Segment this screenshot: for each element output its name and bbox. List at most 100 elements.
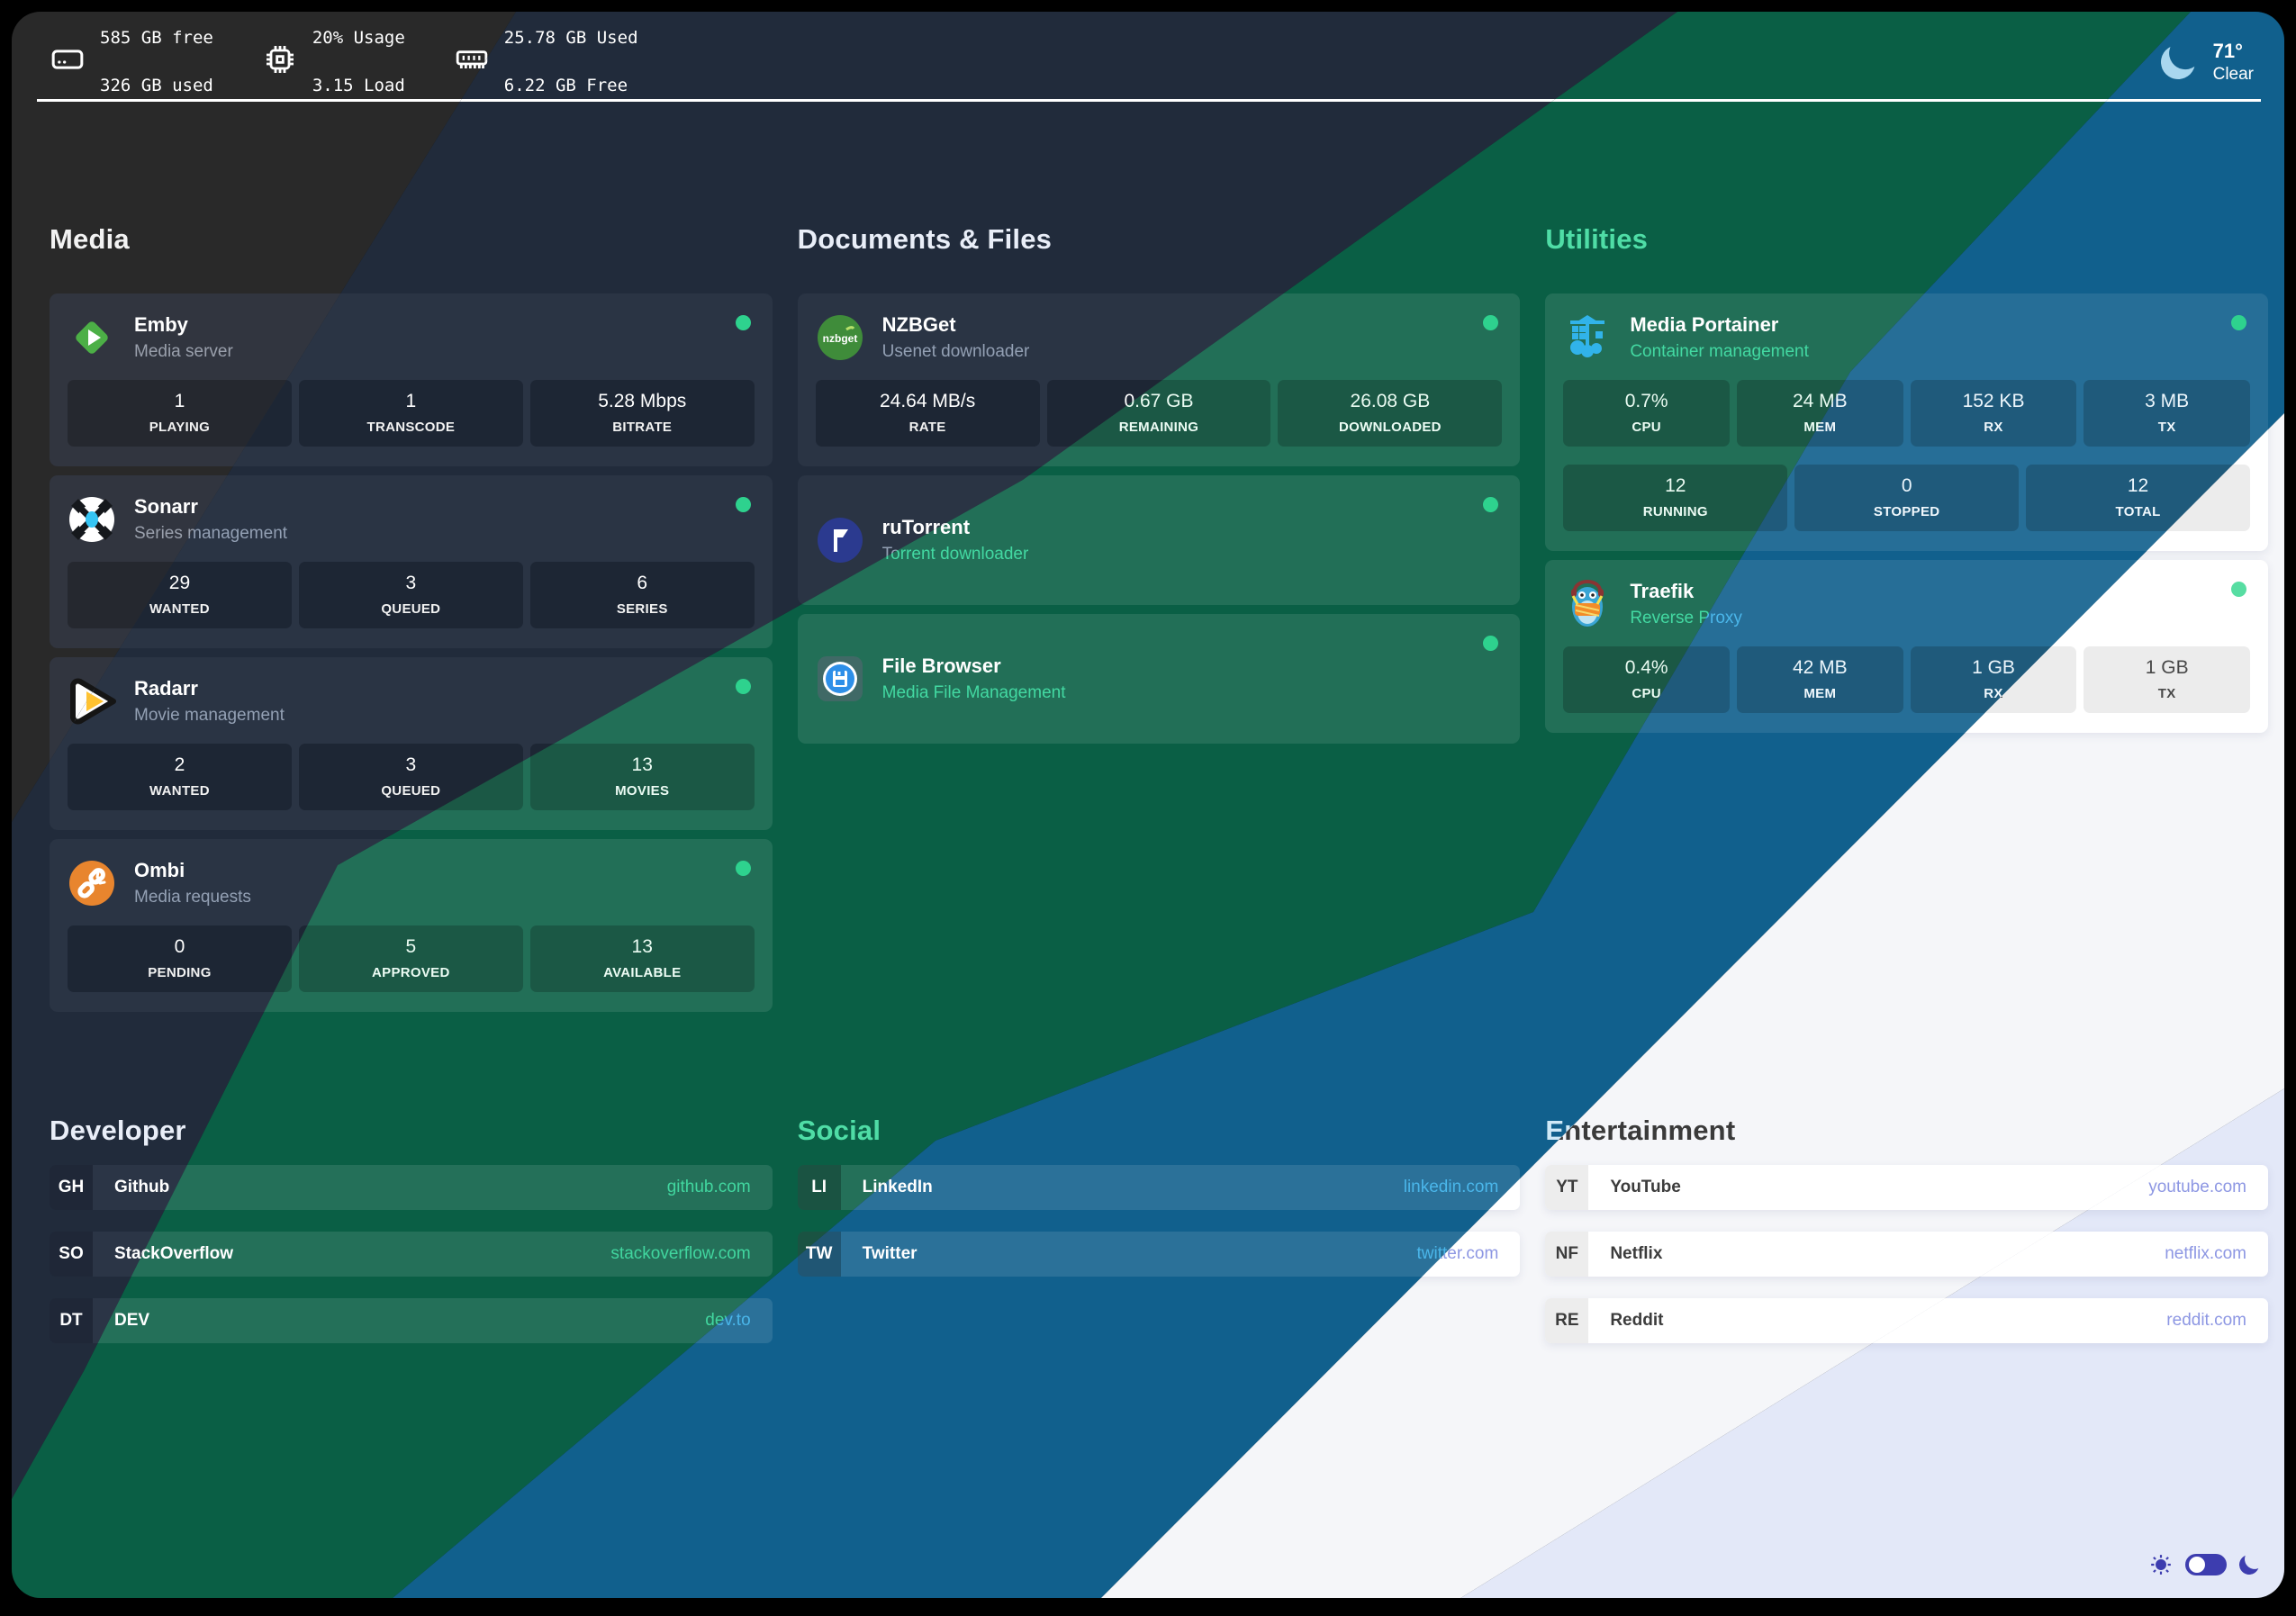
link-url: github.com bbox=[666, 1178, 751, 1196]
link-tag: NF bbox=[1545, 1232, 1589, 1277]
stat-label: WANTED bbox=[149, 783, 210, 799]
stat-box: 24.64 MB/s RATE bbox=[815, 380, 1040, 447]
stat-box: 3 MB TX bbox=[2084, 380, 2251, 447]
stat-label: MOVIES bbox=[615, 783, 670, 799]
section-heading: Entertainment bbox=[1545, 1115, 1736, 1146]
stat-label: PLAYING bbox=[149, 420, 211, 435]
stat-row: 29 WANTED 3 QUEUED 6 SERIES bbox=[68, 562, 755, 628]
service-subtitle: Movie management bbox=[134, 706, 285, 725]
section-heading: Documents & Files bbox=[797, 223, 1053, 255]
status-dot bbox=[735, 679, 751, 694]
link-row-twitter[interactable]: TW Twitter twitter.com bbox=[797, 1232, 1521, 1277]
disk-icon bbox=[50, 41, 86, 82]
emby-icon bbox=[68, 313, 116, 362]
section-heading: Social bbox=[797, 1115, 881, 1146]
stat-value: 29 bbox=[168, 573, 191, 593]
stat-box: 2 WANTED bbox=[68, 744, 292, 810]
stat-value: 6 bbox=[637, 573, 648, 593]
stat-value: 24.64 MB/s bbox=[879, 391, 976, 411]
moon-icon[interactable] bbox=[2237, 1553, 2260, 1575]
status-dot bbox=[2231, 315, 2246, 330]
link-url: netflix.com bbox=[2165, 1244, 2246, 1263]
section-heading: Utilities bbox=[1545, 223, 1649, 255]
link-row-dev[interactable]: DT DEV dev.to bbox=[50, 1298, 773, 1343]
stat-label: PENDING bbox=[148, 965, 212, 980]
stat-value: 13 bbox=[631, 936, 653, 957]
service-title: Ombi bbox=[134, 859, 185, 881]
stat-value: 0.4% bbox=[1624, 657, 1668, 678]
link-name: DEV bbox=[114, 1311, 150, 1330]
service-subtitle: Torrent downloader bbox=[881, 545, 1029, 564]
link-tag: RE bbox=[1545, 1298, 1589, 1343]
stat-box: 1 TRANSCODE bbox=[298, 380, 523, 447]
stat-value: 2 bbox=[174, 754, 185, 775]
stat-box: 5 APPROVED bbox=[298, 925, 523, 992]
service-title: Emby bbox=[134, 313, 188, 336]
link-url: stackoverflow.com bbox=[610, 1244, 751, 1263]
service-title: Radarr bbox=[134, 677, 198, 700]
link-tag: YT bbox=[1545, 1165, 1589, 1210]
dashboard-page: 585 GB free 326 GB used 20% Usage 3.15 L… bbox=[12, 12, 2284, 1598]
stat-value: 3 bbox=[405, 754, 417, 775]
stat-box: 0.7% CPU bbox=[1563, 380, 1730, 447]
service-title: Sonarr bbox=[134, 495, 198, 518]
sun-icon[interactable] bbox=[2149, 1553, 2173, 1576]
status-dot bbox=[735, 497, 751, 512]
stat-value: 0.67 GB bbox=[1124, 391, 1194, 411]
stat-label: QUEUED bbox=[381, 601, 441, 617]
stat-box: 6 SERIES bbox=[529, 562, 755, 628]
service-title: File Browser bbox=[881, 655, 1001, 677]
stat-value: 5.28 Mbps bbox=[598, 391, 687, 411]
ram-icon bbox=[454, 41, 490, 82]
traefik-icon bbox=[1563, 580, 1612, 628]
stat-label: REMAINING bbox=[1118, 420, 1199, 435]
stat-box: 42 MB MEM bbox=[1737, 646, 1903, 713]
service-card-file-browser[interactable]: File Browser Media File Management bbox=[797, 614, 1521, 744]
link-name: Github bbox=[114, 1178, 170, 1196]
status-dot bbox=[1483, 315, 1499, 330]
service-title: Traefik bbox=[1630, 580, 1695, 602]
stat-value: 1 bbox=[174, 391, 185, 411]
ram-free: 6.22 GB Free bbox=[503, 75, 628, 95]
stat-label: RX bbox=[1984, 420, 2003, 435]
link-row-linkedin[interactable]: LI LinkedIn linkedin.com bbox=[797, 1165, 1521, 1210]
status-dot bbox=[1483, 636, 1499, 651]
stat-label: RUNNING bbox=[1642, 504, 1708, 519]
theme-controls bbox=[2149, 1553, 2259, 1576]
ombi-icon bbox=[68, 859, 116, 907]
service-title: Media Portainer bbox=[1630, 313, 1779, 336]
stat-label: CPU bbox=[1632, 420, 1661, 435]
filebrowser-icon bbox=[816, 655, 864, 703]
stat-box: 152 KB RX bbox=[1910, 380, 2077, 447]
stat-box: 26.08 GB DOWNLOADED bbox=[1278, 380, 1503, 447]
link-name: Reddit bbox=[1610, 1311, 1664, 1330]
stat-value: 1 bbox=[405, 391, 417, 411]
service-subtitle: Media server bbox=[134, 342, 233, 361]
status-dot bbox=[735, 861, 751, 876]
stat-value: 0 bbox=[174, 936, 185, 957]
section-heading: Media bbox=[50, 223, 130, 255]
service-subtitle: Media File Management bbox=[881, 683, 1066, 702]
nzbget-icon: nzbget bbox=[816, 313, 864, 362]
theme-toggle[interactable] bbox=[2185, 1554, 2227, 1575]
weather-temp: 71° bbox=[2212, 39, 2243, 62]
stat-value: 42 MB bbox=[1792, 657, 1848, 678]
cpu-icon bbox=[262, 41, 298, 82]
stat-label: CPU bbox=[1632, 686, 1661, 701]
link-name: Netflix bbox=[1610, 1244, 1663, 1263]
stat-label: MEM bbox=[1803, 686, 1837, 701]
cpu-usage: 20% Usage bbox=[312, 27, 405, 48]
link-tag: LI bbox=[797, 1165, 841, 1210]
rutorrent-icon bbox=[816, 516, 864, 564]
svg-text:nzbget: nzbget bbox=[822, 332, 857, 345]
link-name: Twitter bbox=[862, 1244, 917, 1263]
disk-stats: 585 GB free 326 GB used bbox=[50, 26, 213, 98]
stat-label: BITRATE bbox=[612, 420, 673, 435]
stat-label: APPROVED bbox=[372, 965, 450, 980]
link-tag: DT bbox=[50, 1298, 93, 1343]
portainer-icon bbox=[1563, 313, 1612, 362]
stat-label: TX bbox=[2157, 686, 2176, 701]
stat-box: 12 RUNNING bbox=[1563, 465, 1788, 531]
cpu-load: 3.15 Load bbox=[312, 75, 405, 95]
link-row-stackoverflow[interactable]: SO StackOverflow stackoverflow.com bbox=[50, 1232, 773, 1277]
